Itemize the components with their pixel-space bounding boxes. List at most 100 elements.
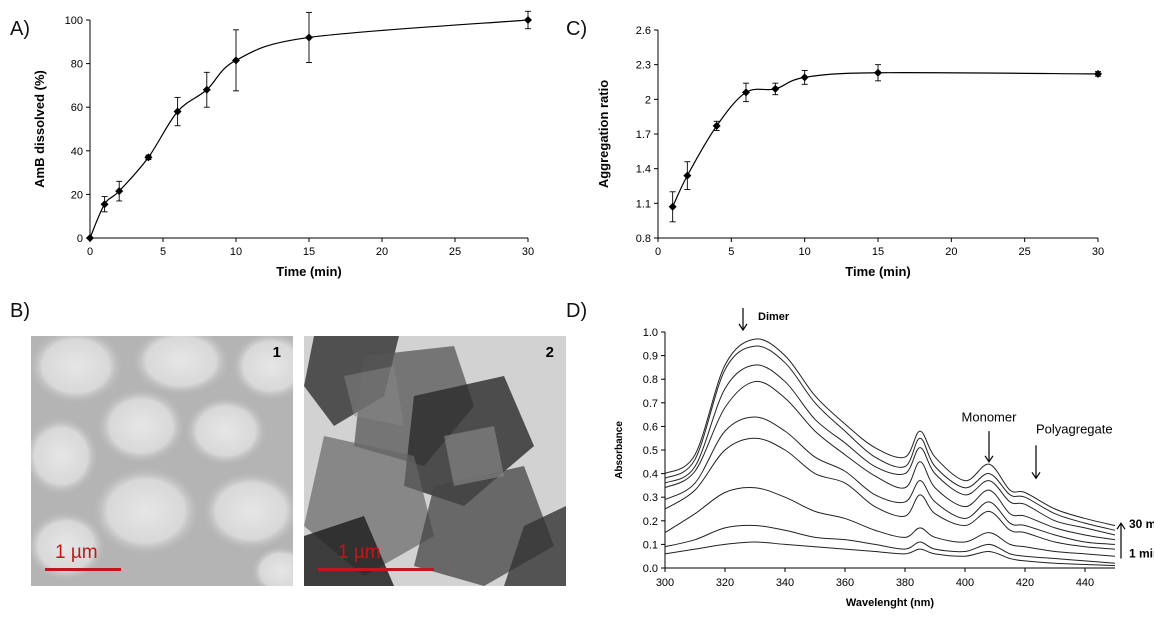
chart-panel-a: 0 5 10 15 20 25 30 0 20 40 60 80 100 Time (min) AmB di… [32, 10, 534, 279]
x-tick-label: 30 [1092, 246, 1104, 258]
y-tick-label: 0.8 [643, 374, 658, 386]
polyagregate-arrow-head [1031, 471, 1041, 480]
time-arrow-head [1116, 522, 1126, 530]
spectrum-line [664, 380, 1116, 541]
x-tick-label: 420 [1016, 577, 1034, 589]
x-tick-label: 30 [522, 246, 534, 258]
y-tick-label: 60 [71, 102, 83, 114]
micrograph-1: 1 1 µm [31, 336, 293, 586]
y-tick-label: 2.6 [636, 25, 651, 37]
y-tick-label: 1.1 [636, 198, 651, 210]
time-label-30min: 30 min [1129, 517, 1154, 531]
x-tick-label: 320 [716, 577, 734, 589]
x-tick-label: 0 [87, 246, 93, 258]
x-tick-label: 20 [376, 246, 388, 258]
x-axis-title: Wavelenght (nm) [846, 597, 935, 609]
y-tick-label: 0.3 [643, 492, 658, 504]
spectrum-line [664, 416, 1116, 545]
panel-label-c: C) [566, 18, 588, 40]
panel-label-b: B) [10, 300, 30, 322]
data-point [874, 68, 882, 77]
y-tick-label: 80 [71, 59, 83, 71]
x-tick-label: 360 [836, 577, 854, 589]
x-tick-label: 15 [872, 246, 884, 258]
y-tick-label: 0.1 [643, 539, 658, 551]
x-tick-label: 380 [896, 577, 914, 589]
micrograph-1-scale-bar [45, 568, 121, 571]
micrograph-1-number: 1 [272, 344, 281, 361]
chart-panel-d: 300 320 340 360 380 400 420 440 0.0 0.1 0.2 0.3 0.4 0… [614, 308, 1154, 609]
x-tick-label: 5 [160, 246, 166, 258]
time-label-1min: 1 min [1129, 546, 1154, 560]
dimer-arrow-head [738, 323, 748, 332]
x-tick-label: 400 [956, 577, 974, 589]
spectrum-line [664, 345, 1116, 531]
panel-label-a: A) [10, 18, 30, 40]
x-tick-label: 340 [776, 577, 794, 589]
data-point [202, 85, 211, 94]
data-point [144, 153, 153, 162]
data-point [115, 187, 124, 196]
data-point [232, 56, 240, 65]
panel-label-d: D) [566, 300, 588, 322]
spectrum-line [664, 487, 1116, 557]
x-tick-label: 300 [656, 577, 674, 589]
data-point [524, 16, 532, 24]
y-tick-label: 1.0 [643, 327, 658, 339]
x-tick-label: 20 [945, 246, 957, 258]
micrograph-2-texture [304, 336, 566, 586]
data-point [305, 33, 313, 42]
data-point [86, 234, 94, 242]
data-point [668, 202, 677, 211]
data-point [742, 88, 750, 97]
data-point [800, 73, 809, 82]
data-point [683, 171, 692, 180]
y-tick-label: 100 [65, 15, 83, 27]
y-tick-label: 2.3 [636, 60, 651, 72]
y-tick-label: 0.4 [643, 469, 658, 481]
x-tick-label: 15 [303, 246, 315, 258]
x-tick-label: 25 [1019, 246, 1031, 258]
micrograph-2-number: 2 [545, 344, 554, 361]
polyagregate-label: Polyagregate [1036, 421, 1113, 436]
monomer-label: Monomer [962, 410, 1018, 425]
data-point [771, 84, 780, 93]
series-line [89, 19, 529, 239]
data-point [712, 121, 721, 130]
y-tick-label: 2 [645, 94, 651, 106]
series-line [672, 72, 1099, 208]
y-tick-label: 1.7 [636, 129, 651, 141]
spectrum-line [664, 524, 1116, 564]
spectrum-line [664, 541, 1116, 567]
y-tick-label: 0.0 [643, 563, 658, 575]
y-tick-label: 0 [77, 233, 83, 245]
y-tick-label: 0.6 [643, 421, 658, 433]
x-tick-label: 10 [799, 246, 811, 258]
y-tick-label: 0.5 [643, 445, 658, 457]
x-tick-label: 10 [230, 246, 242, 258]
y-tick-label: 0.7 [643, 398, 658, 410]
chart-panel-c: 0 5 10 15 20 25 30 0.8 1.1 1.4 1.7 2 2.3 2.6 Time (min… [596, 25, 1104, 279]
y-tick-label: 0.9 [643, 351, 658, 363]
x-axis-title: Time (min) [276, 264, 342, 279]
x-axis-title: Time (min) [845, 264, 911, 279]
x-tick-label: 440 [1076, 577, 1094, 589]
data-point [173, 107, 182, 116]
micrograph-1-scale-label: 1 µm [55, 542, 98, 563]
y-tick-label: 0.2 [643, 516, 658, 528]
micrograph-1-texture [31, 336, 293, 586]
micrograph-2: 2 1 µm [304, 336, 566, 586]
y-axis-title: AmB dissolved (%) [32, 70, 47, 188]
dimer-label: Dimer [758, 311, 790, 323]
y-axis-title: Absorbance [614, 421, 625, 479]
spectrum-line [664, 338, 1116, 527]
y-axis-title: Aggregation ratio [596, 80, 611, 188]
x-tick-label: 5 [728, 246, 734, 258]
x-tick-label: 0 [655, 246, 661, 258]
micrograph-2-scale-bar [318, 568, 434, 571]
monomer-arrow-head [984, 455, 994, 463]
y-tick-label: 40 [71, 146, 83, 158]
y-tick-label: 0.8 [636, 233, 651, 245]
spectrum-line [664, 364, 1116, 536]
data-point [1094, 69, 1102, 78]
